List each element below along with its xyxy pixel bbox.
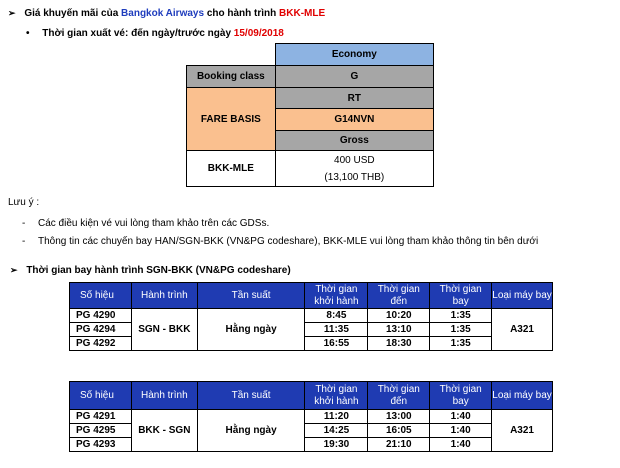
frequency-cell: Hằng ngày	[196, 308, 306, 351]
bullet-icon: •	[26, 28, 30, 39]
flight-number: PG 4293	[69, 437, 132, 452]
promo-heading: ➢ Giá khuyến mãi của Bangkok Airways cho…	[8, 8, 325, 19]
header-departure: Thời gian khởi hành	[304, 282, 369, 309]
route-cell: SGN - BKK	[130, 308, 198, 351]
promo-airline: Bangkok Airways	[121, 8, 205, 19]
flight-number: PG 4295	[69, 423, 132, 438]
booking-class-value: G	[274, 65, 435, 88]
flight-number: PG 4292	[69, 336, 132, 351]
fare-basis-label: FARE BASIS	[186, 87, 276, 151]
arrival-time: 16:05	[367, 423, 431, 438]
table-row: PG 4293 19:30 21:10 1:40	[69, 437, 553, 452]
table-row: PG 4290 SGN - BKK Hằng ngày 8:45 10:20 1…	[69, 308, 553, 351]
header-frequency: Tần suất	[196, 282, 306, 309]
departure-time: 8:45	[304, 308, 369, 323]
note-text: Các điều kiện vé vui lòng tham khảo trên…	[38, 218, 270, 229]
note-item: - Thông tin các chuyến bay HAN/SGN-BKK (…	[22, 236, 538, 247]
table-row: PG 4295 14:25 16:05 1:40	[69, 423, 553, 438]
route-cell: BKK - SGN	[130, 409, 198, 452]
departure-time: 14:25	[304, 423, 369, 438]
header-departure: Thời gian khởi hành	[304, 381, 369, 410]
departure-time: 11:35	[304, 322, 369, 337]
aircraft-cell: A321	[491, 308, 553, 351]
header-duration: Thời gian bay	[429, 282, 493, 309]
cabin-cell: Economy	[274, 43, 435, 66]
arrow-bullet-icon: ➢	[8, 8, 16, 18]
departure-time: 16:55	[304, 336, 369, 351]
fare-basis-trip-type: RT	[274, 87, 435, 109]
promo-prefix: Giá khuyến mãi của	[24, 8, 122, 19]
header-frequency: Tần suất	[196, 381, 306, 410]
note-text: Thông tin các chuyến bay HAN/SGN-BKK (VN…	[38, 236, 539, 247]
arrival-time: 18:30	[367, 336, 431, 351]
issue-date-line: • Thời gian xuất vé: đến ngày/trước ngày…	[26, 28, 284, 39]
table-row: PG 4292 16:55 18:30 1:35	[69, 336, 553, 351]
promo-middle: cho hành trình	[204, 8, 280, 19]
fare-price-cell: 400 USD (13,100 THB)	[274, 150, 435, 187]
outbound-flight-table: Số hiệu Hành trình Tần suất Thời gian kh…	[69, 282, 553, 351]
aircraft-cell: A321	[491, 409, 553, 452]
flight-duration: 1:40	[429, 423, 493, 438]
booking-class-label: Booking class	[186, 65, 276, 88]
issue-label: Thời gian xuất vé: đến ngày/trước ngày	[42, 28, 234, 39]
flight-number: PG 4291	[69, 409, 132, 424]
fare-price-usd: 400 USD	[334, 154, 375, 166]
arrow-bullet-icon: ➢	[10, 265, 18, 275]
schedule-heading: ➢ Thời gian bay hành trình SGN-BKK (VN&P…	[10, 265, 291, 276]
fare-basis-pricing: Gross	[274, 130, 435, 151]
notes-title: Lưu ý :	[8, 197, 40, 208]
flight-duration: 1:40	[429, 409, 493, 424]
issue-date: 15/09/2018	[233, 28, 284, 39]
flight-duration: 1:35	[429, 308, 493, 323]
note-item: - Các điều kiện vé vui lòng tham khảo tr…	[22, 218, 269, 229]
dash-bullet: -	[22, 218, 26, 229]
fare-table-empty-cell	[186, 43, 276, 66]
header-aircraft: Loại máy bay	[491, 282, 553, 309]
header-flight-no: Số hiệu	[69, 282, 132, 309]
header-duration: Thời gian bay	[429, 381, 493, 410]
flight-duration: 1:35	[429, 322, 493, 337]
arrival-time: 13:00	[367, 409, 431, 424]
fare-table: Economy Booking class G FARE BASIS RT G1…	[186, 43, 435, 187]
header-arrival: Thời gian đến	[367, 282, 431, 309]
promo-route: BKK-MLE	[279, 8, 326, 19]
header-aircraft: Loại máy bay	[491, 381, 553, 410]
header-flight-no: Số hiệu	[69, 381, 132, 410]
header-arrival: Thời gian đến	[367, 381, 431, 410]
fare-price-thb: (13,100 THB)	[324, 171, 385, 183]
flight-duration: 1:35	[429, 336, 493, 351]
arrival-time: 21:10	[367, 437, 431, 452]
arrival-time: 10:20	[367, 308, 431, 323]
header-route: Hành trình	[130, 282, 198, 309]
flight-duration: 1:40	[429, 437, 493, 452]
dash-bullet: -	[22, 236, 26, 247]
fare-basis-code: G14NVN	[274, 108, 435, 131]
departure-time: 19:30	[304, 437, 369, 452]
schedule-title: Thời gian bay hành trình SGN-BKK (VN&PG …	[26, 265, 291, 276]
table-row: PG 4291 BKK - SGN Hằng ngày 11:20 13:00 …	[69, 409, 553, 452]
flight-number: PG 4290	[69, 308, 132, 323]
table-row: PG 4294 11:35 13:10 1:35	[69, 322, 553, 337]
frequency-cell: Hằng ngày	[196, 409, 306, 452]
inbound-flight-table: Số hiệu Hành trình Tần suất Thời gian kh…	[69, 381, 553, 452]
flight-number: PG 4294	[69, 322, 132, 337]
arrival-time: 13:10	[367, 322, 431, 337]
header-route: Hành trình	[130, 381, 198, 410]
departure-time: 11:20	[304, 409, 369, 424]
fare-route: BKK-MLE	[186, 150, 276, 187]
